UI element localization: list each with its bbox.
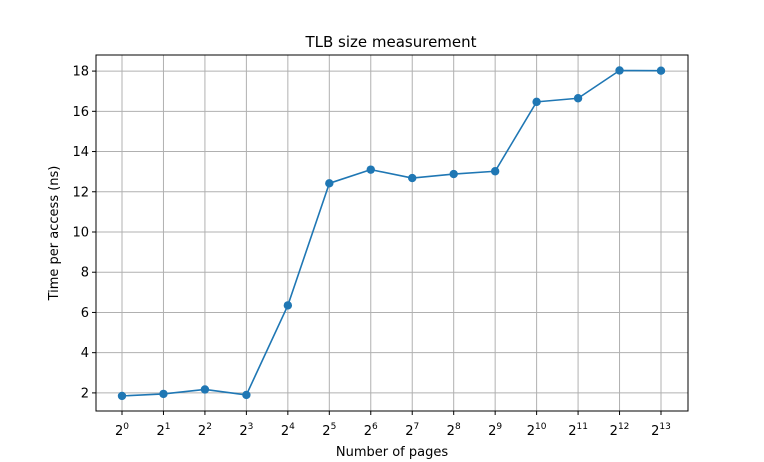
plot-area (117, 66, 666, 401)
y-tick-label: 6 (81, 306, 89, 321)
data-point (408, 173, 417, 183)
x-tick-label: 24 (281, 422, 295, 439)
data-point (117, 391, 127, 401)
x-tick-label: 22 (198, 422, 212, 439)
data-point (615, 66, 624, 75)
x-tick-label: 212 (610, 422, 630, 439)
x-tick-label: 28 (447, 422, 461, 439)
y-tick-label: 8 (81, 266, 89, 281)
data-point (490, 167, 500, 176)
data-point (449, 169, 458, 179)
y-tick-label: 16 (72, 105, 89, 120)
x-tick-label: 20 (115, 422, 129, 439)
x-tick-label: 29 (488, 422, 502, 439)
x-tick-label: 23 (239, 422, 253, 439)
x-tick-label: 210 (527, 422, 547, 439)
x-tick-label: 21 (156, 422, 170, 439)
data-point (366, 165, 375, 174)
x-tick-label: 25 (322, 422, 336, 439)
y-tick-label: 2 (81, 386, 89, 401)
y-tick-label: 12 (72, 185, 89, 200)
data-point (159, 389, 168, 399)
x-axis-label: Number of pages (336, 445, 448, 460)
data-point (200, 385, 210, 394)
grid-lines (96, 55, 688, 411)
y-tick-label: 18 (72, 65, 89, 80)
series-line (121, 69, 662, 397)
x-tick-label: 213 (651, 422, 671, 439)
data-point (573, 94, 583, 103)
y-axis-label: Time per access (ns) (47, 166, 62, 302)
data-point (532, 97, 541, 107)
data-point (283, 301, 293, 310)
y-tick-label: 14 (72, 145, 89, 160)
x-tick-label: 26 (364, 422, 378, 439)
data-point (656, 66, 666, 75)
chart-title: TLB size measurement (304, 33, 476, 51)
data-point (325, 179, 334, 188)
data-point (242, 390, 251, 400)
x-axis-ticks: 20 21 22 23 24 25 26 27 28 29 210 211 212 213 (115, 411, 671, 439)
x-tick-label: 211 (568, 422, 588, 439)
axes-frame (95, 54, 689, 412)
x-tick-label: 27 (405, 422, 419, 439)
y-tick-label: 10 (72, 225, 89, 240)
y-tick-label: 4 (81, 346, 89, 361)
y-axis-ticks: 2 4 6 8 10 12 14 16 18 (72, 65, 96, 401)
